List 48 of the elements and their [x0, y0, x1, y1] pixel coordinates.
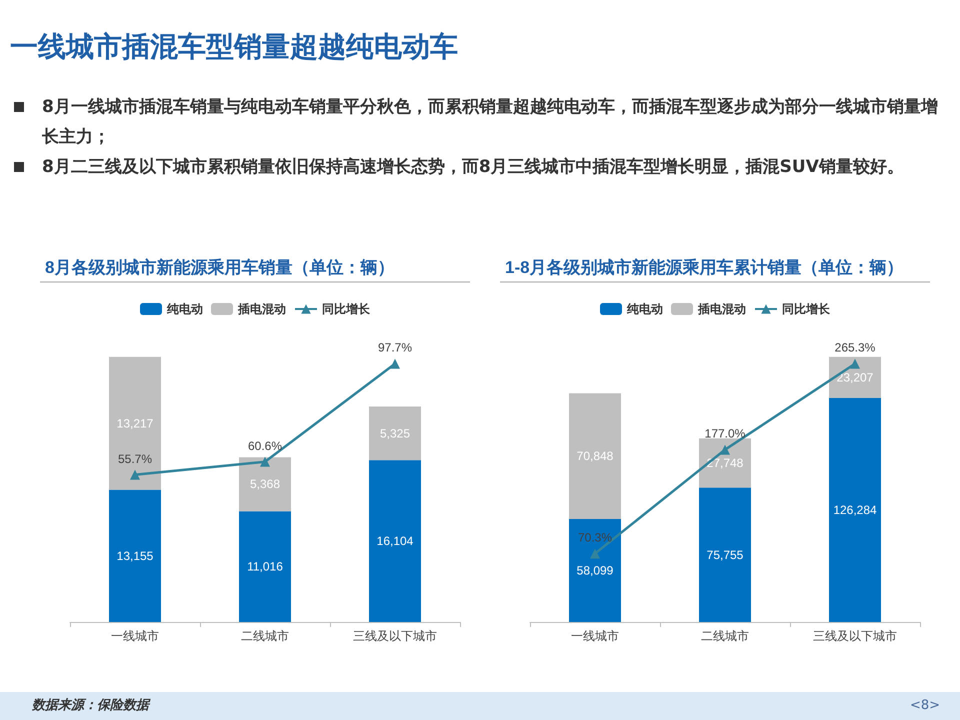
bar — [369, 460, 421, 622]
x-tick-label: 二线城市 — [701, 629, 749, 643]
text: <8> — [910, 698, 940, 713]
data-label: 60.6% — [248, 438, 282, 453]
legend-label: 纯电动 — [166, 302, 203, 316]
data-label: 27,748 — [706, 456, 744, 470]
data-label: 70,848 — [576, 449, 614, 464]
legend-label: 纯电动 — [626, 302, 663, 316]
data-label: 126,284 — [833, 502, 878, 517]
data-label: 5,368 — [250, 477, 280, 492]
legend-label: 同比增长 — [322, 302, 371, 316]
source-note: 数据来源：保险数据 — [32, 697, 149, 714]
legend-label: 插电混动 — [237, 302, 286, 316]
bar — [109, 490, 161, 622]
x-tick-label: 一线城市 — [571, 629, 619, 643]
legend-label: 同比增长 — [782, 302, 831, 316]
bar — [829, 398, 881, 622]
data-label: 13,217 — [116, 416, 154, 430]
chart-title: 1-8月各级别城市新能源乘用车累计销量（单位：辆） — [505, 258, 904, 277]
data-label: 177.0% — [704, 426, 746, 441]
data-label: 55.7% — [118, 452, 152, 466]
bar — [239, 457, 291, 512]
x-tick-label: 二线城市 — [241, 629, 289, 643]
data-label: 97.7% — [378, 340, 412, 355]
text: 一线城市插混车型销量超越纯电动车 — [10, 29, 458, 65]
bar — [369, 406, 421, 460]
bar — [569, 393, 621, 519]
x-tick-label: 一线城市 — [111, 629, 159, 643]
x-tick-label: 三线及以下城市 — [813, 629, 897, 643]
data-label: 70.3% — [578, 530, 612, 545]
bar — [829, 356, 881, 398]
data-label: 16,104 — [376, 534, 414, 548]
chart-title: 8月各级别城市新能源乘用车销量（单位：辆） — [45, 258, 394, 277]
data-label: 11,016 — [247, 560, 284, 574]
bar — [699, 438, 751, 488]
data-label: 5,325 — [380, 426, 410, 440]
bar — [109, 356, 161, 490]
bar — [239, 511, 291, 622]
text: 8月一线城市插混车销量与纯电动车销量平分秋色，而累积销量超越纯电动车，而插混车型逐步成为部分一线城市销量增长主力； — [41, 96, 939, 149]
legend-label: 插电混动 — [697, 302, 746, 316]
bar — [569, 518, 621, 622]
bar — [699, 488, 751, 622]
data-label: 13,155 — [116, 548, 154, 563]
text: 8月二三线及以下城市累积销量依旧保持高速增长态势，而8月三线城市中插混车型增长明显，插混SUV销量较好。 — [41, 156, 905, 179]
data-label: 58,099 — [576, 563, 614, 578]
data-label: 75,755 — [706, 548, 744, 562]
data-label: 265.3% — [834, 340, 876, 355]
x-tick-label: 三线及以下城市 — [353, 629, 437, 643]
